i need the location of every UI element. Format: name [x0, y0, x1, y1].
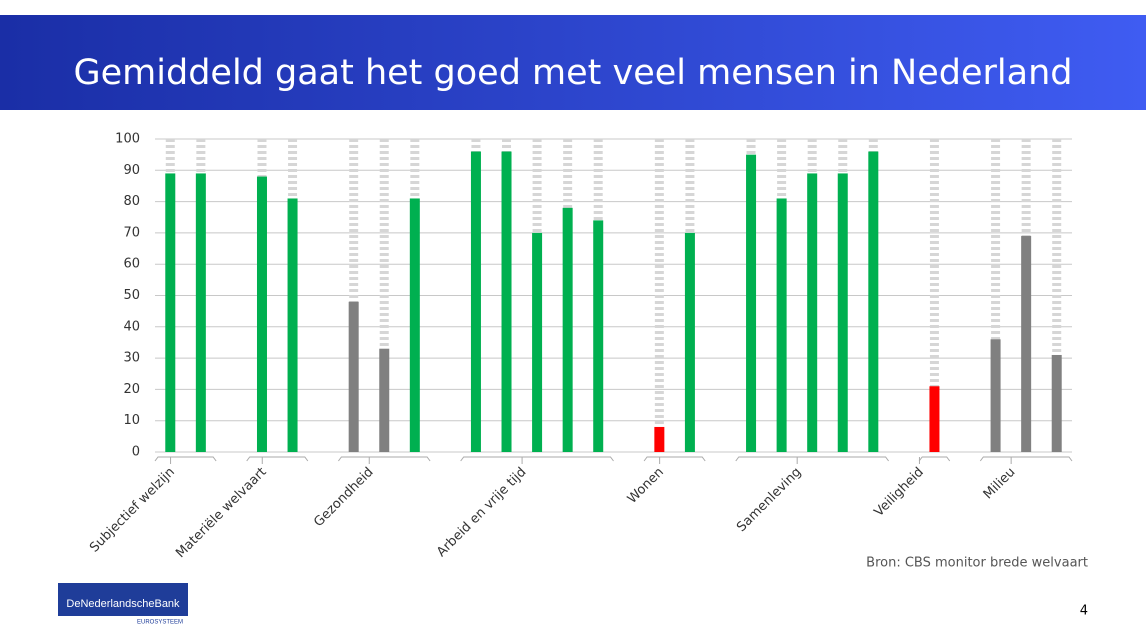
- bar: [837, 173, 848, 452]
- bar: [562, 207, 573, 452]
- bar: [379, 348, 390, 452]
- y-tick-label: 40: [123, 319, 140, 334]
- bar: [807, 173, 818, 452]
- group-label: Gezondheid: [311, 465, 376, 530]
- group-label: Subjectief welzijn: [87, 465, 178, 556]
- group-bracket: [643, 456, 706, 462]
- bar: [470, 151, 481, 452]
- bar: [929, 386, 940, 452]
- group-bracket: [460, 456, 614, 462]
- group-bracket: [918, 456, 951, 462]
- bar: [532, 232, 543, 452]
- bar: [409, 198, 420, 452]
- y-tick-label: 70: [123, 225, 140, 240]
- bar: [746, 154, 757, 452]
- bar: [165, 173, 176, 452]
- y-tick-label: 90: [123, 163, 140, 178]
- bar: [684, 232, 695, 452]
- group-bracket: [735, 456, 889, 462]
- plot: 0 10 20 30 40 50 60 70 80 90 100 Subjectief welzijn…: [87, 132, 1073, 561]
- logo-name: DeNederlandscheBank: [66, 598, 180, 610]
- bar: [348, 301, 359, 452]
- bar: [654, 426, 665, 452]
- logo-box: [58, 583, 188, 616]
- bar: [1051, 354, 1062, 452]
- y-tick-label: 100: [115, 132, 140, 147]
- group-label: Milieu: [981, 465, 1019, 503]
- slide-title: Gemiddeld gaat het goed met veel mensen …: [74, 53, 1073, 93]
- group-bracket: [338, 456, 431, 462]
- bar: [287, 198, 298, 452]
- group-label: Samenleving: [734, 465, 804, 535]
- bar: [593, 220, 604, 452]
- logo-sub: EUROSYSTEEM: [137, 620, 183, 626]
- y-tick-label: 80: [123, 194, 140, 209]
- bar: [501, 151, 512, 452]
- bar: [868, 151, 879, 452]
- bar: [1021, 236, 1032, 452]
- group-bracket: [154, 456, 217, 462]
- group-label: Veiligheid: [872, 465, 927, 520]
- y-tick-label: 0: [132, 445, 140, 460]
- y-tick-label: 50: [123, 288, 140, 303]
- y-tick-label: 20: [123, 382, 140, 397]
- y-tick-label: 30: [123, 351, 140, 366]
- group-label: Arbeid en vrije tijd: [434, 465, 529, 560]
- source: Bron: CBS monitor brede welvaart: [866, 556, 1088, 571]
- page-number: 4: [1080, 604, 1088, 619]
- bar: [195, 173, 206, 452]
- bar: [776, 198, 787, 452]
- group-label: Wonen: [625, 465, 667, 507]
- y-tick-label: 60: [123, 257, 140, 272]
- group-label: Materiële welvaart: [173, 465, 269, 561]
- bar: [256, 176, 267, 452]
- y-tick-label: 10: [123, 413, 140, 428]
- group-bracket: [979, 456, 1073, 462]
- header-band: [0, 15, 1146, 110]
- group-bracket: [246, 456, 309, 462]
- bar: [990, 339, 1001, 452]
